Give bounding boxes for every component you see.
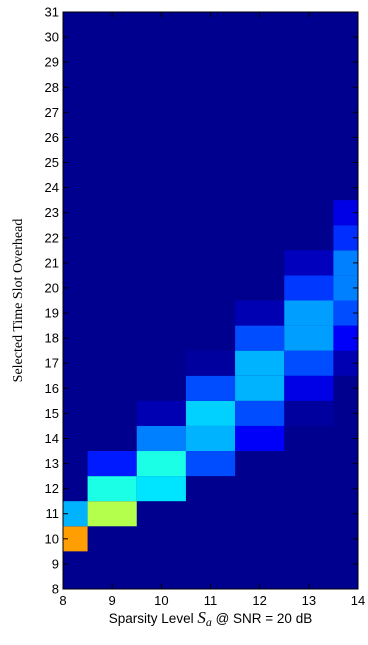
y-tick-label: 31	[45, 5, 59, 20]
x-axis-label-symbol: S	[197, 608, 206, 627]
heatmap-cell	[185, 375, 236, 401]
y-tick-label: 28	[45, 80, 59, 95]
heatmap-cell	[87, 476, 137, 502]
y-tick-label: 13	[45, 456, 59, 471]
x-tick-label: 11	[204, 593, 218, 608]
x-tick-label: 13	[302, 593, 316, 608]
x-tick-label: 9	[109, 593, 116, 608]
heatmap-cell	[185, 425, 236, 452]
axis-ticks: 8 9 10 11 12 13 14 8 9 10 11 12 13 14 15 16 17 18 19 20 21 22…	[45, 5, 366, 609]
y-tick-label: 25	[45, 155, 59, 170]
y-tick-label: 12	[45, 481, 59, 496]
heatmap-cell	[284, 250, 334, 276]
x-axis-label-prefix: Sparsity Level	[109, 611, 198, 626]
x-axis-label-suffix: @ SNR = 20 dB	[212, 611, 312, 626]
y-tick-label: 22	[45, 230, 59, 245]
y-tick-label: 10	[45, 531, 59, 546]
heatmap-cell	[235, 425, 285, 452]
heatmap-cell	[87, 451, 137, 477]
y-axis-label: Selected Time Slot Overhead	[11, 219, 26, 383]
heatmap-cell	[284, 325, 334, 351]
heatmap-cell	[136, 425, 186, 452]
heatmap-cell	[136, 451, 186, 477]
y-tick-label: 29	[45, 55, 59, 70]
x-tick-label: 8	[59, 593, 66, 608]
y-tick-label: 11	[46, 506, 60, 521]
heatmap-cell	[235, 375, 285, 401]
x-tick-label: 14	[351, 593, 365, 608]
heatmap-cell	[235, 350, 285, 376]
heatmap-cell	[87, 501, 137, 527]
heatmap-cell	[185, 350, 236, 376]
heatmap-cell	[235, 400, 285, 426]
y-tick-label: 19	[45, 306, 59, 321]
heatmap-cell	[185, 451, 236, 477]
heatmap-cell	[284, 400, 334, 426]
heatmap-cell	[235, 325, 285, 351]
y-tick-label: 21	[45, 255, 59, 270]
y-tick-label: 23	[45, 205, 59, 220]
heatmap-cell	[284, 350, 334, 376]
y-tick-label: 8	[52, 582, 59, 597]
y-tick-label: 24	[45, 180, 59, 195]
heatmap-cell	[136, 400, 186, 426]
y-tick-label: 20	[45, 280, 59, 295]
y-tick-label: 27	[45, 105, 59, 120]
y-tick-label: 9	[52, 556, 59, 571]
y-tick-label: 30	[45, 30, 59, 45]
heatmap-cell	[136, 476, 186, 502]
y-tick-label: 26	[45, 130, 59, 145]
y-tick-label: 16	[45, 381, 59, 396]
x-axis-label-subscript: a	[206, 615, 212, 629]
heatmap-cell	[284, 275, 334, 301]
heatmap-cell	[185, 400, 236, 426]
heatmap-cell	[235, 300, 285, 326]
y-tick-label: 15	[45, 406, 59, 421]
x-tick-label: 12	[252, 593, 266, 608]
x-tick-label: 10	[154, 593, 168, 608]
y-tick-label: 14	[45, 431, 59, 446]
heatmap-cell	[284, 375, 334, 401]
heatmap-cell	[284, 300, 334, 326]
x-axis-label: Sparsity Level Sa @ SNR = 20 dB	[109, 608, 312, 629]
y-tick-label: 18	[45, 331, 59, 346]
heatmap-cells	[63, 200, 358, 552]
y-tick-label: 17	[45, 356, 59, 371]
